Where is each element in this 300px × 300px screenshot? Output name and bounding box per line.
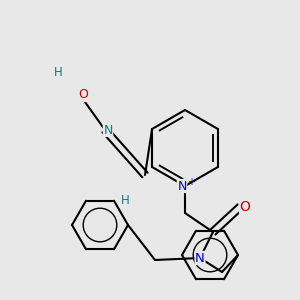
Text: N: N — [195, 251, 205, 265]
Text: H: H — [54, 65, 62, 79]
Text: +: + — [187, 177, 195, 187]
Text: O: O — [78, 88, 88, 101]
Text: N: N — [177, 179, 187, 193]
Text: N: N — [103, 124, 113, 136]
Text: O: O — [240, 200, 250, 214]
Text: H: H — [121, 194, 129, 206]
